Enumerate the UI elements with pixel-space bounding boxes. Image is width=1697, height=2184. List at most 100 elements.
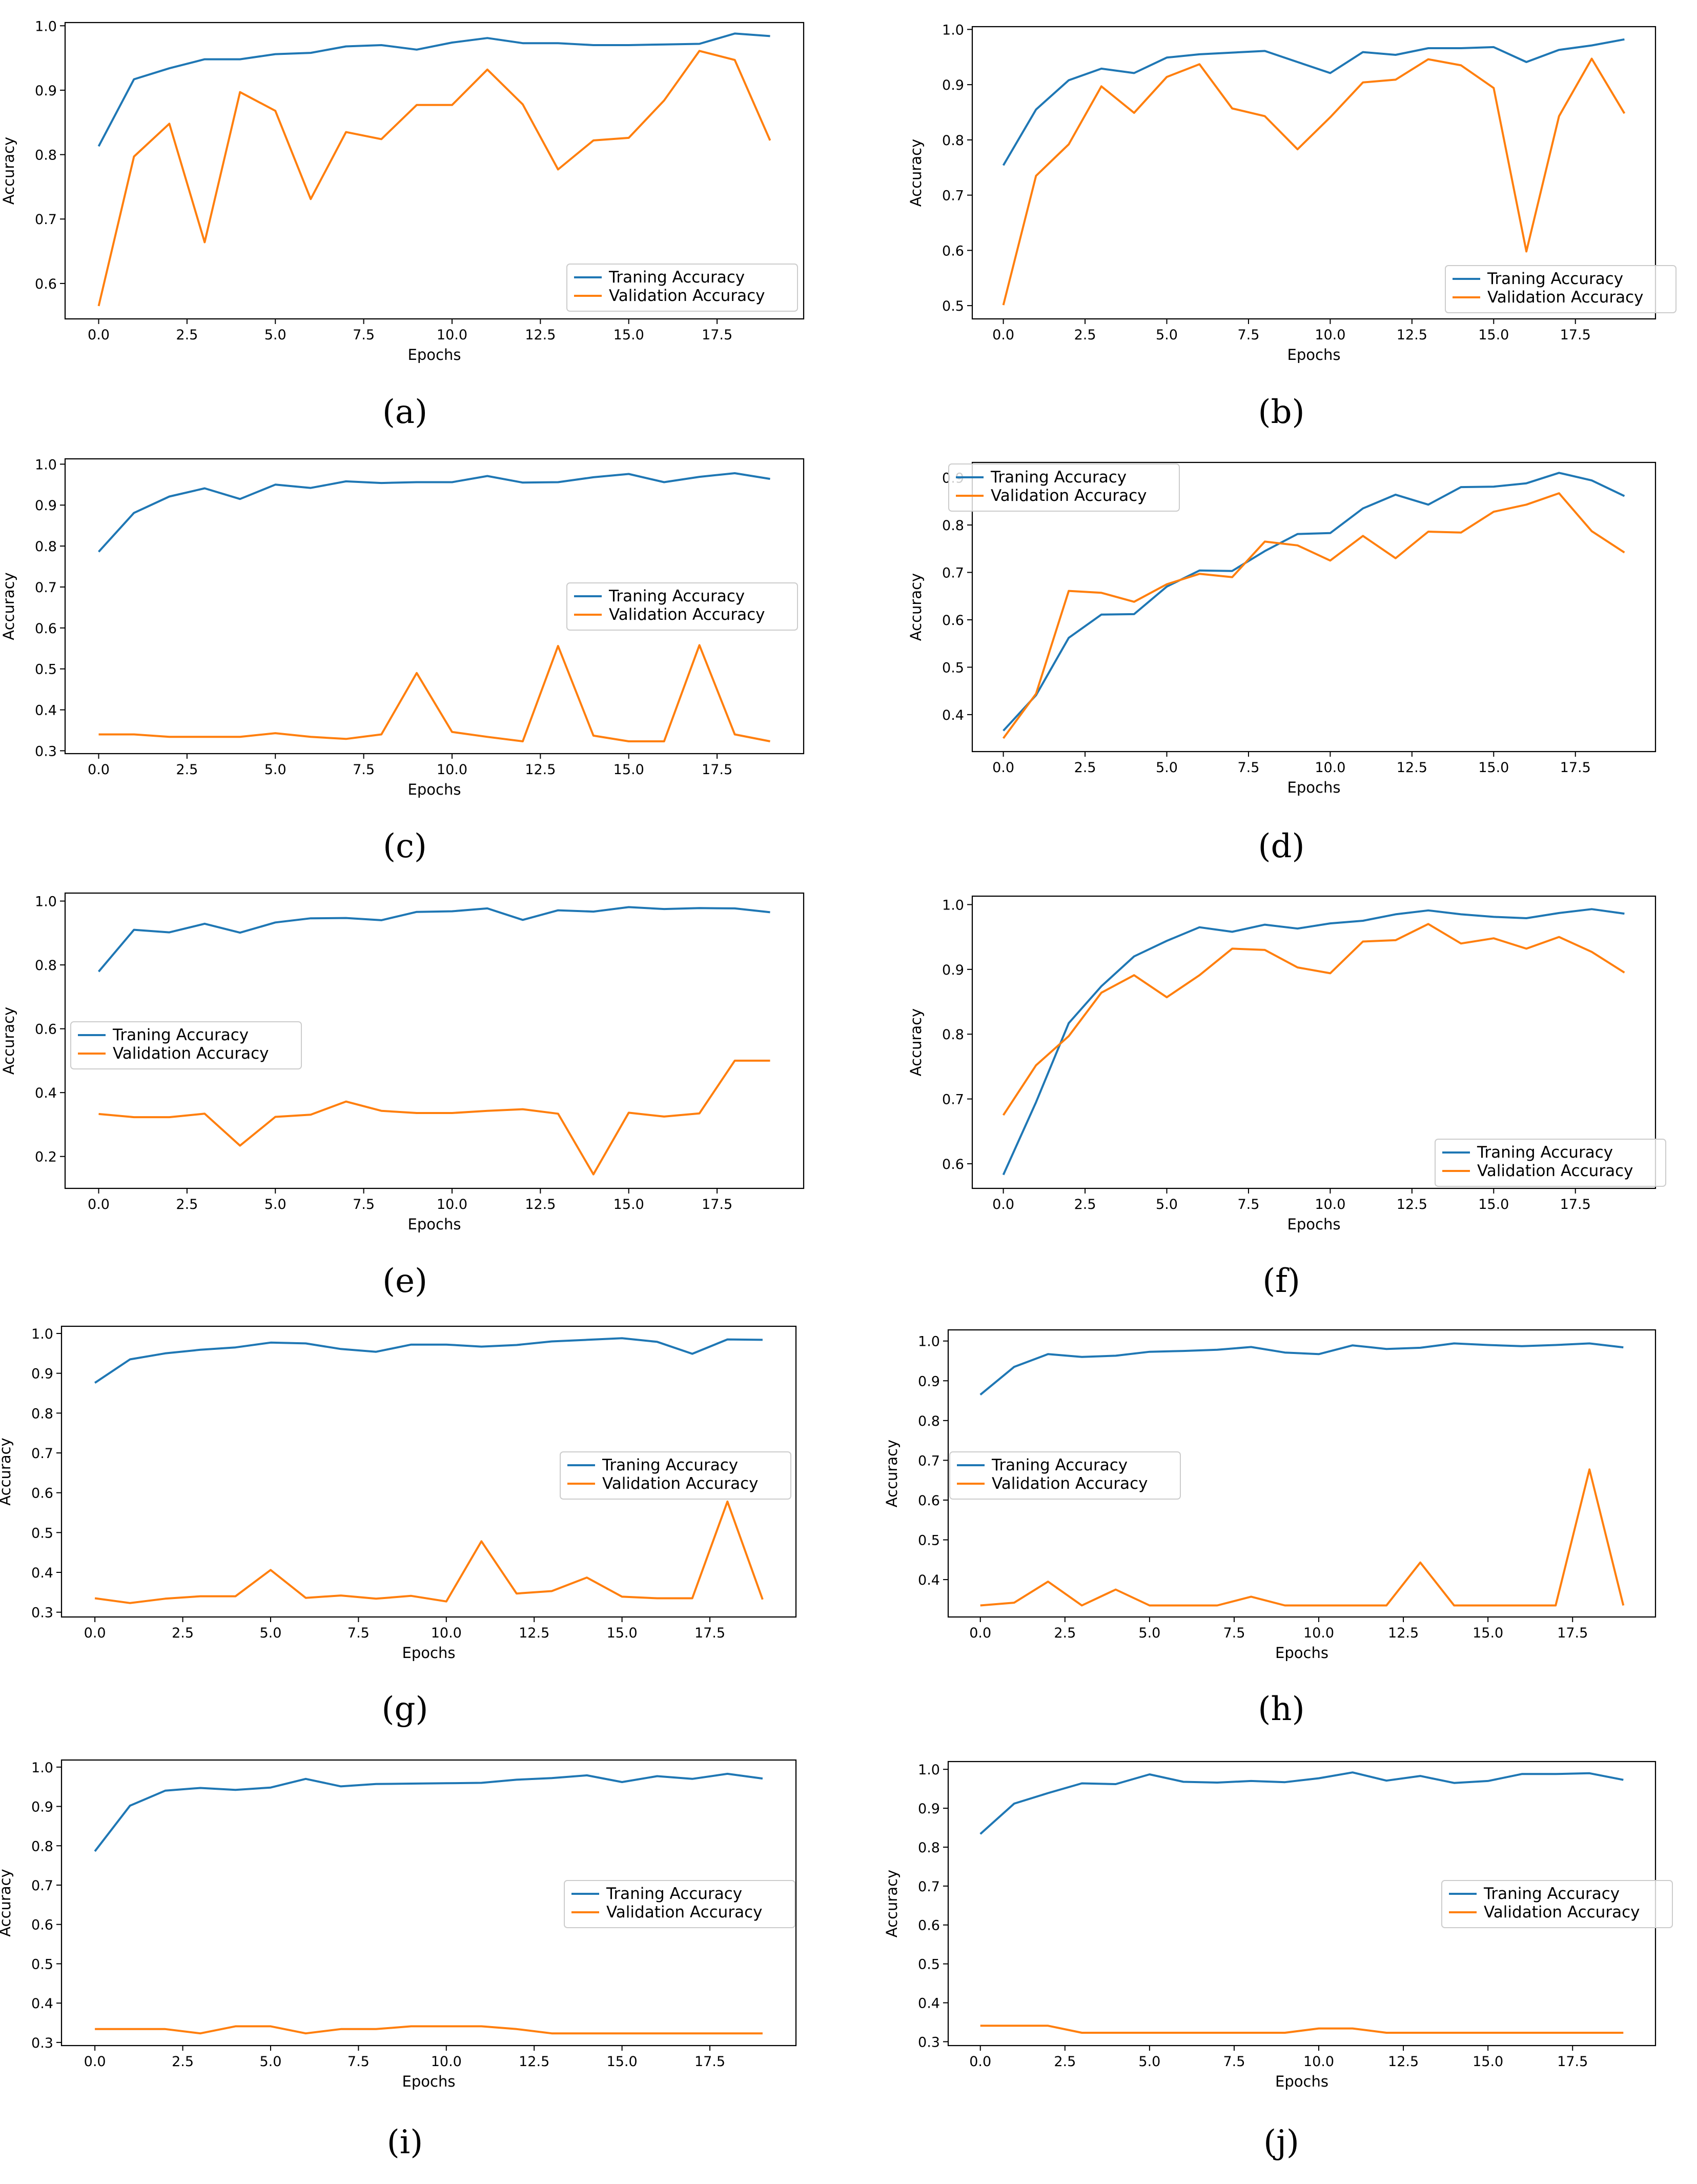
x-tick-label: 5.0 (264, 762, 287, 778)
x-tick-label: 5.0 (1156, 327, 1178, 343)
x-tick-label: 10.0 (431, 2054, 462, 2070)
legend-box (948, 463, 1180, 512)
legend-label-training: Traning Accuracy (1487, 270, 1623, 288)
y-tick-label: 1.0 (31, 1326, 53, 1342)
x-tick-label: 7.5 (1237, 1197, 1259, 1212)
training-accuracy-line (1002, 38, 1625, 166)
x-tick-label: 0.0 (88, 327, 110, 343)
x-tick-label: 12.5 (525, 327, 556, 343)
y-tick-label: 0.7 (918, 1453, 940, 1469)
y-tick-label: 1.0 (31, 1760, 53, 1776)
axes-frame (60, 1759, 797, 2047)
panel-label: (e) (382, 1262, 427, 1300)
y-tick-label: 0.6 (31, 1917, 53, 1933)
y-tick-label: 0.5 (942, 298, 964, 314)
y-tick-label: 0.8 (918, 1840, 940, 1856)
legend-label-validation: Validation Accuracy (1477, 1162, 1633, 1180)
x-tick-label: 12.5 (519, 1625, 549, 1641)
legend-box (1445, 265, 1676, 313)
y-tick-label: 1.0 (35, 457, 57, 473)
x-tick-label: 7.5 (347, 2054, 370, 2070)
legend-label-validation: Validation Accuracy (992, 1474, 1148, 1493)
legend-label-validation: Validation Accuracy (1487, 288, 1643, 307)
x-tick-label: 7.5 (1223, 2054, 1245, 2070)
y-tick-label: 0.8 (942, 133, 964, 149)
y-tick-label: 0.9 (942, 77, 964, 93)
y-tick-label: 1.0 (942, 22, 964, 38)
axes-frame (60, 1325, 797, 1618)
x-tick-label: 0.0 (969, 1625, 991, 1641)
y-tick-label: 0.5 (918, 1957, 940, 1973)
y-tick-label: 0.3 (918, 2034, 940, 2050)
legend-box (566, 582, 798, 631)
legend-label-training: Traning Accuracy (602, 1456, 738, 1474)
x-tick-label: 7.5 (1223, 1625, 1245, 1641)
x-tick-label: 2.5 (172, 2054, 194, 2070)
axes-frame (971, 26, 1657, 320)
training-accuracy-line (979, 1342, 1624, 1396)
x-tick-label: 0.0 (84, 2054, 106, 2070)
legend-box (564, 1880, 795, 1928)
x-axis-label: Epochs (408, 781, 461, 798)
legend-box (566, 264, 798, 312)
validation-accuracy-line (1002, 923, 1625, 1116)
x-tick-label: 17.5 (1560, 1197, 1591, 1212)
y-tick-label: 0.8 (35, 148, 57, 164)
axes-frame (64, 458, 805, 755)
chart-panel: 0.0 2.5 5.0 7.5 10.0 12.5 15.0 17.5 0.6 0.7 0.8 0.9… (0, 18, 805, 431)
x-tick-label: 10.0 (1303, 2054, 1334, 2070)
x-tick-label: 12.5 (1397, 327, 1427, 343)
x-tick-label: 10.0 (1315, 1197, 1345, 1212)
x-tick-label: 2.5 (1074, 1197, 1096, 1212)
x-tick-label: 0.0 (88, 1197, 110, 1212)
chart-panel: 0.0 2.5 5.0 7.5 10.0 12.5 15.0 17.5 0.6 0.7 0.8 0.9… (907, 895, 1666, 1300)
y-tick-label: 0.9 (942, 962, 964, 978)
x-tick-label: 17.5 (1557, 1625, 1588, 1641)
y-axis-label: Accuracy (0, 1438, 14, 1505)
panel-label: (a) (382, 393, 427, 431)
training-accuracy-line (94, 1337, 763, 1384)
y-tick-label: 1.0 (35, 18, 57, 34)
x-tick-label: 10.0 (437, 1197, 467, 1212)
panel-label: (c) (383, 827, 427, 865)
legend-label-training: Traning Accuracy (1483, 1885, 1620, 1903)
x-tick-label: 2.5 (176, 327, 198, 343)
x-axis-label: Epochs (402, 1644, 456, 1662)
x-tick-label: 15.0 (614, 1197, 644, 1212)
x-tick-label: 5.0 (264, 327, 287, 343)
legend-label-training: Traning Accuracy (112, 1026, 249, 1044)
y-tick-label: 0.8 (31, 1838, 53, 1854)
legend-label-validation: Validation Accuracy (113, 1044, 269, 1063)
x-tick-label: 0.0 (88, 762, 110, 778)
x-tick-label: 15.0 (607, 1625, 638, 1641)
x-tick-label: 17.5 (1560, 760, 1591, 776)
y-axis-label: Accuracy (0, 1869, 14, 1936)
axes-frame (64, 892, 805, 1189)
axes-frame (971, 895, 1657, 1189)
x-axis-label: Epochs (1275, 2073, 1328, 2090)
y-tick-label: 0.8 (35, 539, 57, 555)
y-tick-label: 0.9 (918, 1801, 940, 1817)
y-tick-label: 0.7 (35, 580, 57, 596)
legend-label-training: Traning Accuracy (991, 1456, 1128, 1474)
training-accuracy-line (97, 906, 770, 973)
y-tick-label: 0.8 (35, 958, 57, 974)
y-tick-label: 0.8 (31, 1406, 53, 1422)
y-tick-label: 0.7 (942, 1092, 964, 1108)
x-tick-label: 10.0 (431, 1625, 462, 1641)
legend-label-training: Traning Accuracy (608, 268, 745, 287)
x-tick-label: 5.0 (264, 1197, 287, 1212)
x-tick-label: 7.5 (347, 1625, 370, 1641)
y-axis-label: Accuracy (883, 1440, 901, 1507)
validation-accuracy-line (980, 1468, 1625, 1607)
x-tick-label: 12.5 (1397, 1197, 1427, 1212)
y-tick-label: 0.4 (31, 1996, 53, 2012)
chart-panel: 0.0 2.5 5.0 7.5 10.0 12.5 15.0 17.5 0.3 0.4 0.5 0.6… (0, 1325, 797, 1728)
y-tick-label: 0.7 (918, 1879, 940, 1895)
